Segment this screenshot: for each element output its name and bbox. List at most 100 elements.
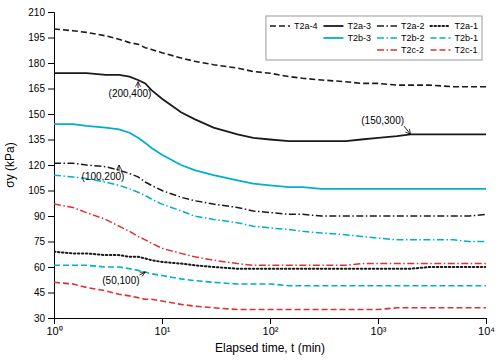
legend-entry: T2b-3 <box>323 33 371 43</box>
legend-swatch <box>323 37 343 39</box>
legend-entry: T2a-2 <box>377 21 425 31</box>
legend-label: T2c-1 <box>454 45 477 55</box>
y-tick-mark <box>48 12 54 13</box>
y-tick-label: 135 <box>28 134 45 145</box>
y-tick: 135 <box>28 134 54 145</box>
legend-label: T2a-2 <box>401 21 425 31</box>
annotation-text: (50,100) <box>102 275 139 286</box>
legend-entry: T2a-1 <box>430 21 478 31</box>
x-tick-label: 10³ <box>371 325 387 337</box>
y-tick-label: 105 <box>28 185 45 196</box>
legend-swatch <box>430 37 450 39</box>
x-axis-line <box>55 319 487 325</box>
y-tick: 210 <box>28 7 54 18</box>
legend-label: T2b-2 <box>401 33 425 43</box>
series-line <box>54 124 486 189</box>
y-tick-mark <box>48 140 54 141</box>
annotation-text: (200,400) <box>109 88 152 99</box>
y-tick-label: 165 <box>28 83 45 94</box>
legend-label: T2b-3 <box>347 33 371 43</box>
legend-swatch <box>377 25 397 27</box>
y-tick-mark <box>48 89 54 90</box>
legend-swatch <box>270 25 290 27</box>
y-tick: 120 <box>28 160 54 171</box>
x-tick-mark <box>270 318 271 324</box>
x-axis-title: Elapsed time, t (min) <box>215 341 325 355</box>
y-tick-label: 180 <box>28 58 45 69</box>
x-tick-label: 10¹ <box>155 325 171 337</box>
series-line <box>54 73 486 141</box>
y-tick-mark <box>48 242 54 243</box>
y-tick-label: 150 <box>28 109 45 120</box>
annotation-arrow <box>404 126 410 134</box>
y-tick-mark <box>48 267 54 268</box>
series-line <box>54 204 486 265</box>
series-line <box>54 175 486 241</box>
x-tick-mark <box>486 318 487 324</box>
y-tick-mark <box>48 191 54 192</box>
legend-entry: T2a-3 <box>323 21 371 31</box>
y-axis-title: σy (kPa) <box>3 142 17 187</box>
series-line <box>54 282 486 309</box>
legend: T2a-4 T2a-3 T2a-2 T2a-1 T2b-3 T2b-2 T2b-1 T2c-2… <box>266 16 482 60</box>
legend-swatch <box>430 25 450 27</box>
y-tick: 105 <box>28 185 54 196</box>
legend-swatch <box>377 49 397 51</box>
legend-frame <box>266 16 482 60</box>
y-tick: 45 <box>34 287 54 298</box>
y-tick-mark <box>48 293 54 294</box>
annotation-arrow <box>138 82 139 88</box>
y-tick-label: 210 <box>28 7 45 18</box>
y-tick: 75 <box>34 236 54 247</box>
lines <box>54 29 486 310</box>
x-tick-label: 10⁴ <box>478 325 495 337</box>
plot: 10⁰ 10¹ 10² 10³ 10⁴ 30 45 60 75 90 105 120 135 150 165… <box>28 7 495 337</box>
y-tick: 195 <box>28 32 54 43</box>
y-tick-label: 120 <box>28 160 45 171</box>
y-tick: 165 <box>28 83 54 94</box>
annotations: (200,400) (150,300) (100,200) (50,100) <box>82 82 411 286</box>
legend-label: T2a-1 <box>454 21 478 31</box>
annotation-text: (150,300) <box>361 115 404 126</box>
y-tick-label: 75 <box>34 236 46 247</box>
y-tick-mark <box>48 165 54 166</box>
annotation-arrow <box>119 165 120 171</box>
legend-entry: T2b-1 <box>430 33 478 43</box>
y-tick-label: 30 <box>34 313 46 324</box>
y-tick: 60 <box>34 262 54 273</box>
y-tick-mark <box>48 63 54 64</box>
y-tick-mark <box>48 38 54 39</box>
y-tick: 150 <box>28 109 54 120</box>
x-tick-mark <box>378 318 379 324</box>
x-tick: 10³ <box>371 318 387 337</box>
legend-label: T2c-2 <box>401 45 424 55</box>
annotation-arrow <box>140 272 146 275</box>
legend-entry: T2c-1 <box>430 45 477 55</box>
y-tick: 90 <box>34 211 54 222</box>
legend-label: T2a-4 <box>294 21 318 31</box>
x-tick: 10² <box>263 318 279 337</box>
y-tick-mark <box>48 318 54 319</box>
x-tick-label: 10² <box>263 325 279 337</box>
series-line <box>54 252 486 269</box>
y-tick: 30 <box>34 313 54 324</box>
legend-label: T2b-1 <box>454 33 478 43</box>
y-axis: 30 45 60 75 90 105 120 135 150 165 180 195 210 <box>28 7 54 324</box>
y-tick-label: 45 <box>34 287 46 298</box>
x-tick: 10⁴ <box>478 318 495 337</box>
y-axis-line <box>48 13 55 319</box>
annotation-text: (100,200) <box>82 171 125 182</box>
x-tick: 10⁰ <box>46 318 62 337</box>
legend-entry: T2b-2 <box>377 33 425 43</box>
series-line <box>54 265 486 285</box>
legend-label: T2a-3 <box>347 21 371 31</box>
legend-entry: T2c-2 <box>377 45 424 55</box>
x-tick: 10¹ <box>155 318 171 337</box>
legend-swatch <box>323 25 343 27</box>
x-tick-mark <box>162 318 163 324</box>
x-axis: 10⁰ 10¹ 10² 10³ 10⁴ <box>46 318 495 337</box>
legend-swatch <box>377 37 397 39</box>
legend-entry: T2a-4 <box>270 21 318 31</box>
y-tick-mark <box>48 216 54 217</box>
y-tick-mark <box>48 114 54 115</box>
